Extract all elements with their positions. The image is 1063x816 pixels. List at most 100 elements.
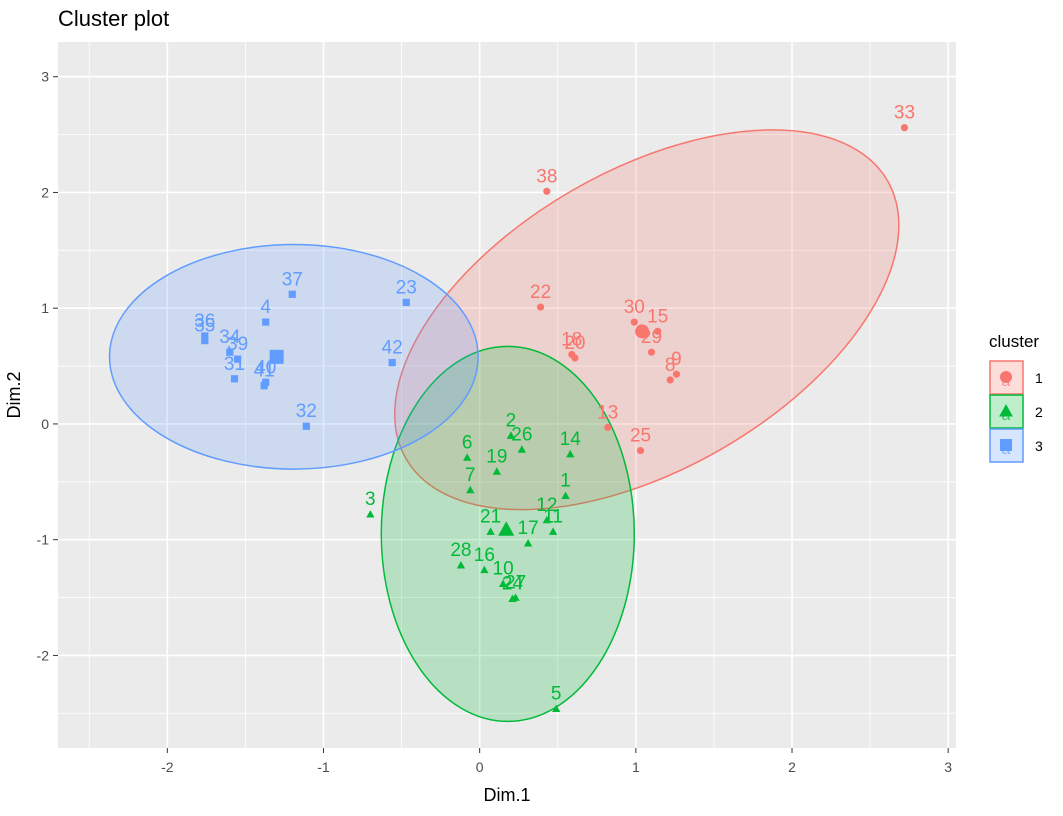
point-label-40: 40 xyxy=(255,357,276,378)
point-label-11: 11 xyxy=(543,507,563,528)
cluster-3-centroid xyxy=(269,349,284,364)
legend-shape-3 xyxy=(1000,439,1012,451)
y-tick-label: 1 xyxy=(41,300,49,316)
point-label-6: 6 xyxy=(462,432,473,453)
x-tick-label: -1 xyxy=(317,759,330,775)
cluster-centroids xyxy=(269,324,650,536)
point-label-21: 21 xyxy=(480,507,501,528)
x-tick-label: 0 xyxy=(476,759,484,775)
x-axis: -2 -1 0 1 2 3 xyxy=(161,748,952,775)
point-label-30: 30 xyxy=(624,297,645,318)
point-25 xyxy=(636,446,645,455)
point-17 xyxy=(523,539,533,547)
point-14 xyxy=(566,449,575,458)
point-label-26: 26 xyxy=(511,424,532,445)
point-20 xyxy=(571,354,579,362)
point-label-27: 27 xyxy=(505,573,526,594)
point-26 xyxy=(517,445,526,453)
point-34 xyxy=(226,348,234,356)
point-35 xyxy=(201,337,209,345)
point-10 xyxy=(498,579,508,587)
legend-shape-1 xyxy=(1000,371,1012,383)
legend-label-3: 3 xyxy=(1035,438,1043,454)
x-tick-label: 1 xyxy=(632,759,640,775)
legend-shape-2 xyxy=(999,404,1013,417)
point-31 xyxy=(230,375,239,383)
point-label-7: 7 xyxy=(465,465,476,486)
point-label-23: 23 xyxy=(396,277,417,298)
y-tick-label: 2 xyxy=(41,184,49,200)
point-label-15: 15 xyxy=(647,306,668,327)
legend-title: cluster xyxy=(989,332,1039,351)
point-33 xyxy=(900,124,909,132)
cluster-1-centroid xyxy=(635,324,650,339)
point-label-13: 13 xyxy=(597,402,618,423)
point-23 xyxy=(402,298,410,307)
chart-title: Cluster plot xyxy=(58,6,169,31)
point-label-18: 18 xyxy=(561,329,582,350)
point-11 xyxy=(548,527,558,535)
point-21 xyxy=(486,527,495,535)
point-label-35: 35 xyxy=(194,316,215,337)
point-label-28: 28 xyxy=(450,540,471,561)
cluster-2-centroid xyxy=(498,521,515,536)
point-13 xyxy=(604,423,612,432)
point-label-24: 24 xyxy=(502,574,524,595)
point-label-41: 41 xyxy=(254,361,275,382)
point-6 xyxy=(463,453,472,461)
y-tick-label: -2 xyxy=(37,647,50,663)
point-label-34: 34 xyxy=(219,327,241,348)
point-label-39: 39 xyxy=(227,334,248,355)
point-label-17: 17 xyxy=(518,518,539,539)
point-label-31: 31 xyxy=(224,354,245,375)
x-axis-title: Dim.1 xyxy=(483,785,530,805)
x-tick-label: 2 xyxy=(788,759,796,775)
point-label-12: 12 xyxy=(536,495,557,516)
legend-label-2: 2 xyxy=(1035,404,1043,420)
y-tick-label: -1 xyxy=(37,532,50,548)
point-2 xyxy=(506,431,516,439)
point-4 xyxy=(262,318,270,326)
point-36 xyxy=(201,332,209,340)
x-tick-label: 3 xyxy=(944,759,952,775)
point-label-37: 37 xyxy=(282,269,303,290)
point-32 xyxy=(302,422,310,430)
point-27 xyxy=(511,593,520,601)
point-label-14: 14 xyxy=(560,429,582,450)
point-label-10: 10 xyxy=(493,559,514,580)
y-tick-label: 3 xyxy=(41,69,49,85)
cluster-1-ellipse xyxy=(393,129,900,511)
y-tick-label: 0 xyxy=(41,416,49,432)
point-16 xyxy=(480,565,489,574)
point-label-32: 32 xyxy=(296,401,317,422)
point-label-22: 22 xyxy=(530,282,551,303)
point-label-38: 38 xyxy=(536,166,557,187)
point-label-4: 4 xyxy=(260,297,271,318)
point-1 xyxy=(561,491,570,500)
point-label-3: 3 xyxy=(365,489,376,510)
point-29 xyxy=(647,348,656,356)
point-30 xyxy=(630,318,638,326)
point-label-33: 33 xyxy=(894,103,915,124)
legend: cluster a1a2a3 xyxy=(989,332,1043,463)
point-label-1: 1 xyxy=(560,471,571,492)
point-9 xyxy=(672,370,681,378)
point-label-8: 8 xyxy=(665,355,676,376)
cluster-3-ellipse xyxy=(108,243,479,470)
point-7 xyxy=(466,485,475,494)
point-label-29: 29 xyxy=(641,327,662,348)
y-axis-title: Dim.2 xyxy=(4,371,24,418)
point-39 xyxy=(234,355,242,363)
point-28 xyxy=(456,560,466,569)
legend-label-1: 1 xyxy=(1035,370,1043,386)
point-label-5: 5 xyxy=(551,684,562,705)
point-12 xyxy=(542,515,551,524)
point-41 xyxy=(260,382,268,390)
point-label-19: 19 xyxy=(486,446,507,467)
point-22 xyxy=(536,303,545,311)
point-15 xyxy=(654,327,662,335)
plot-panel xyxy=(58,42,956,748)
point-label-9: 9 xyxy=(671,349,682,370)
